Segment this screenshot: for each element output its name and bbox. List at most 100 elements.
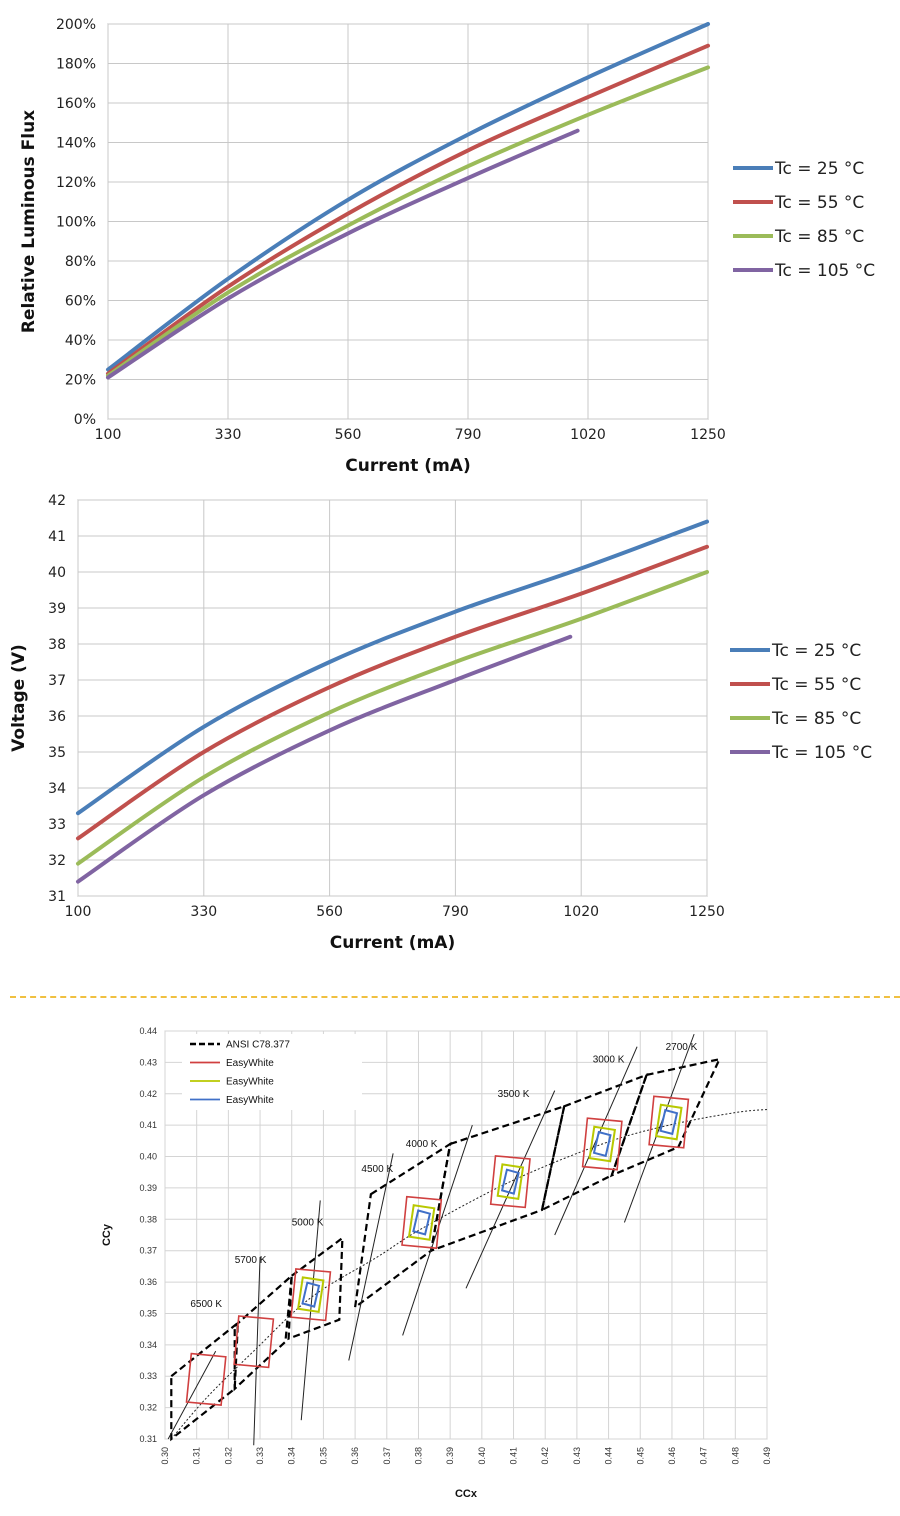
easywhite-bin-red <box>581 1117 623 1171</box>
y-tick-label: 42 <box>48 493 66 509</box>
x-axis-title: Current (mA) <box>330 933 455 953</box>
series-line-1 <box>106 22 710 372</box>
legend-label: Tc = 105 °C <box>774 261 875 281</box>
y-tick-label: 40% <box>65 333 96 349</box>
x-tick-label: 0.43 <box>572 1447 582 1465</box>
y-tick-label: 0.39 <box>139 1183 157 1193</box>
x-tick-label: 0.44 <box>604 1447 614 1465</box>
isotherm-line <box>623 1033 695 1223</box>
y-tick-label: 0.36 <box>139 1277 157 1287</box>
easywhite-bin-yellow <box>496 1163 525 1201</box>
y-axis-title: Relative Luminous Flux <box>19 110 39 333</box>
legend-label: Tc = 55 °C <box>774 193 864 213</box>
easywhite-bin-red <box>233 1315 275 1369</box>
y-tick-label: 31 <box>48 889 66 905</box>
legend-label: EasyWhite <box>226 1095 274 1106</box>
ansi-quadrangle <box>429 1104 566 1253</box>
chromaticity-chart: 0.30 0.31 0.32 0.33 0.34 0.35 0.36 0.37 0.38 0.39… <box>101 1026 772 1500</box>
y-tick-label: 160% <box>56 96 96 112</box>
x-tick-label: 330 <box>215 427 242 443</box>
series-line-4 <box>76 634 573 884</box>
x-tick-label: 790 <box>442 904 469 920</box>
x-tick-label: 1250 <box>690 427 726 443</box>
y-tick-label: 41 <box>48 529 66 545</box>
legend-label: EasyWhite <box>226 1058 274 1069</box>
series-line-3 <box>106 65 710 378</box>
easywhite-bin-red <box>290 1268 332 1322</box>
easywhite-bin-red <box>489 1155 531 1209</box>
cct-label: 4000 K <box>406 1139 438 1150</box>
ansi-quadrangle <box>233 1273 294 1392</box>
series-line-3 <box>76 570 709 866</box>
x-tick-label: 0.47 <box>699 1447 709 1465</box>
series-line-4 <box>106 128 580 380</box>
isotherm-line <box>465 1090 556 1289</box>
x-tick-label: 0.45 <box>635 1447 645 1465</box>
cct-label: 3500 K <box>498 1089 530 1100</box>
y-tick-label: 36 <box>48 709 66 725</box>
x-tick-label: 0.42 <box>540 1447 550 1465</box>
x-axis-title: Current (mA) <box>345 456 470 476</box>
legend-label: Tc = 105 °C <box>771 743 872 763</box>
y-tick-label: 0.44 <box>139 1026 157 1036</box>
x-tick-label: 0.34 <box>287 1447 297 1465</box>
section-divider <box>10 996 900 998</box>
series-line-2 <box>76 544 709 841</box>
y-tick-label: 0.40 <box>139 1152 157 1162</box>
legend-label: Tc = 25 °C <box>771 641 861 661</box>
easywhite-bin-blue <box>592 1130 612 1158</box>
plot-area <box>77 499 708 897</box>
x-tick-label: 1250 <box>689 904 725 920</box>
y-tick-label: 80% <box>65 254 96 270</box>
y-tick-label: 40 <box>48 565 66 581</box>
x-tick-label: 100 <box>95 427 122 443</box>
easywhite-bin-blue <box>659 1108 679 1136</box>
y-tick-label: 100% <box>56 215 96 231</box>
x-tick-label: 0.49 <box>762 1447 772 1465</box>
y-tick-label: 35 <box>48 745 66 761</box>
y-axis-title: CCy <box>101 1223 113 1246</box>
y-tick-label: 180% <box>56 57 96 73</box>
x-tick-label: 0.39 <box>445 1447 455 1465</box>
easywhite-bin-red <box>401 1195 443 1250</box>
y-tick-label: 20% <box>65 373 96 389</box>
y-axis-title: Voltage (V) <box>9 644 29 752</box>
x-tick-label: 0.32 <box>223 1447 233 1465</box>
cct-label: 4500 K <box>361 1164 393 1175</box>
easywhite-bin-yellow <box>588 1125 617 1163</box>
easywhite-bin-red <box>185 1352 227 1406</box>
cct-label: 6500 K <box>190 1299 222 1310</box>
easywhite-bin-blue <box>412 1209 432 1236</box>
x-tick-label: 0.35 <box>318 1447 328 1465</box>
x-tick-label: 0.40 <box>477 1447 487 1465</box>
legend-label: Tc = 85 °C <box>774 227 864 247</box>
x-tick-label: 330 <box>190 904 217 920</box>
legend-label: Tc = 25 °C <box>774 159 864 179</box>
isotherm-line <box>167 1350 217 1440</box>
y-tick-label: 37 <box>48 673 66 689</box>
y-tick-label: 0.35 <box>139 1308 157 1318</box>
y-tick-label: 0.31 <box>139 1434 157 1444</box>
series-line-1 <box>76 519 709 816</box>
y-tick-label: 34 <box>48 781 66 797</box>
legend-label: ANSI C78.377 <box>226 1040 290 1051</box>
series-line-2 <box>106 43 710 376</box>
cct-label: 3000 K <box>593 1054 625 1065</box>
y-tick-label: 60% <box>65 294 96 310</box>
isotherm-line <box>253 1256 261 1446</box>
y-tick-label: 200% <box>56 17 96 33</box>
x-tick-label: 0.38 <box>413 1447 423 1465</box>
y-tick-label: 0.37 <box>139 1246 157 1256</box>
easywhite-bin-blue <box>301 1281 321 1308</box>
x-tick-label: 1020 <box>570 427 606 443</box>
legend-label: Tc = 85 °C <box>771 709 861 729</box>
legend-box <box>182 1034 362 1110</box>
luminous-flux-chart: 100 330 560 790 1020 1250 0% 20% 40% 60% 80% 100% 12… <box>19 17 875 476</box>
x-tick-label: 0.31 <box>192 1447 202 1465</box>
x-tick-label: 0.30 <box>160 1447 170 1465</box>
y-tick-label: 33 <box>48 817 66 833</box>
easywhite-bin-yellow <box>296 1276 325 1314</box>
y-tick-label: 120% <box>56 175 96 191</box>
ansi-quadrangle <box>170 1320 240 1442</box>
x-tick-label: 0.48 <box>730 1447 740 1465</box>
